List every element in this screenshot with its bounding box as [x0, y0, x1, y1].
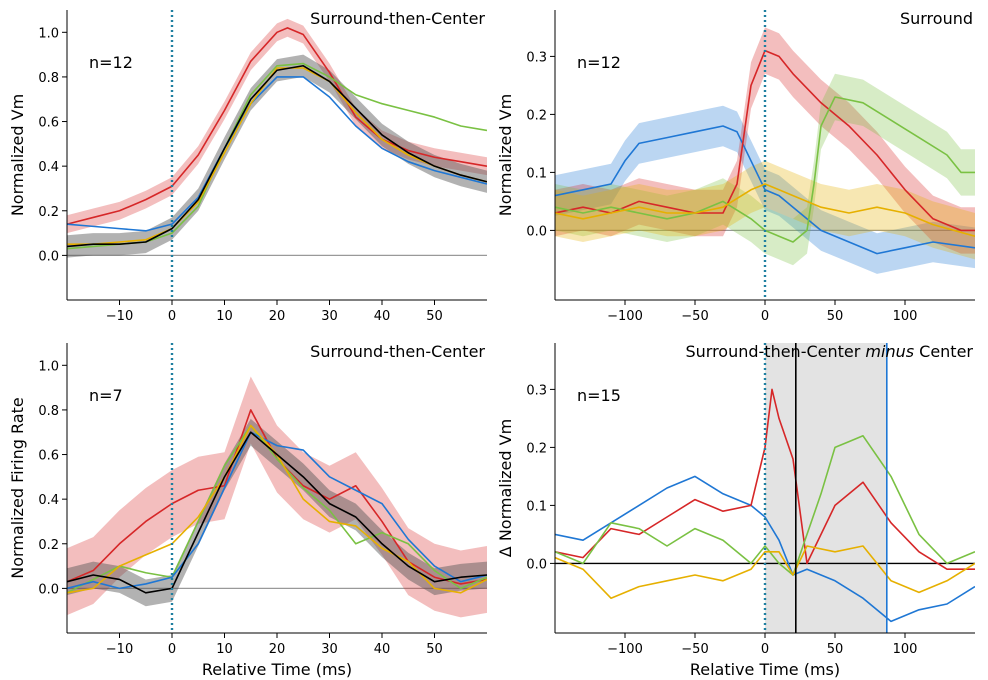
series-line-red: [67, 27, 487, 225]
x-tick-label: 100: [893, 642, 918, 657]
y-tick-label: 0.6: [38, 449, 59, 464]
panel-p2: −100 −50 0 50 100 0.0 0.1 0.2 0.3 Surround n=12 Nor…: [496, 9, 975, 324]
sample-size-label: n=15: [577, 386, 621, 405]
panel-title: Surround-then-Center: [310, 9, 485, 28]
x-tick-label: −50: [681, 642, 708, 657]
y-tick-label: 1.0: [38, 359, 59, 374]
y-tick-label: 0.4: [38, 160, 59, 175]
error-band-red: [67, 18, 487, 234]
y-tick-label: 0.1: [526, 166, 547, 181]
series-line-black: [67, 431, 487, 594]
error-band-black: [67, 418, 487, 607]
x-axis-label: Relative Time (ms): [690, 660, 840, 679]
x-axis-label: Relative Time (ms): [202, 660, 352, 679]
x-tick-label: 10: [216, 309, 233, 324]
x-tick-label: 0: [761, 309, 769, 324]
x-tick-label: 10: [216, 642, 233, 657]
series-line-yellow: [555, 545, 975, 600]
x-tick-label: −10: [106, 309, 133, 324]
plot-area: [67, 343, 487, 633]
y-tick-label: 0.0: [38, 582, 59, 597]
series-line-blue: [67, 76, 487, 232]
y-tick-label: 0.1: [526, 499, 547, 514]
error-band-black: [67, 54, 487, 258]
x-tick-label: 50: [426, 309, 443, 324]
x-tick-label: 30: [321, 642, 338, 657]
plot-area: [67, 10, 487, 300]
x-tick-label: −100: [607, 642, 643, 657]
y-axis-label: Δ Normalized Vm: [496, 419, 515, 557]
y-tick-label: 0.0: [526, 224, 547, 239]
x-tick-label: 20: [269, 309, 286, 324]
x-tick-label: −10: [106, 642, 133, 657]
x-tick-label: −100: [607, 309, 643, 324]
y-axis-label: Normalized Vm: [8, 94, 27, 216]
y-axis-label: Normalized Firing Rate: [8, 397, 27, 578]
x-tick-label: 30: [321, 309, 338, 324]
series-line-blue: [555, 125, 975, 255]
series-line-blue: [555, 475, 975, 623]
y-tick-label: 0.0: [38, 249, 59, 264]
y-tick-label: 0.2: [38, 205, 59, 220]
y-tick-label: 0.8: [38, 404, 59, 419]
series-line-yellow: [67, 67, 487, 246]
panel-title: Surround-then-Center: [310, 342, 485, 361]
series-line-black: [67, 64, 487, 248]
x-tick-label: 50: [827, 642, 844, 657]
series-line-green: [67, 424, 487, 594]
panel-title: Surround-then-Center minus Center: [685, 342, 973, 361]
sample-size-label: n=7: [89, 386, 123, 405]
x-tick-label: 40: [374, 309, 391, 324]
x-tick-label: −50: [681, 309, 708, 324]
sample-size-label: n=12: [89, 53, 133, 72]
y-tick-label: 0.3: [526, 383, 547, 398]
shaded-window: [765, 343, 887, 633]
x-tick-label: 100: [893, 309, 918, 324]
x-tick-label: 50: [827, 309, 844, 324]
panel-p3: −10 0 10 20 30 40 50 0.0 0.2 0.4 0.6 0.8 1.0 Surround…: [8, 342, 487, 679]
panel-p1: −10 0 10 20 30 40 50 0.0 0.2 0.4 0.6 0.8 1.0 Surround…: [8, 9, 487, 324]
x-tick-label: 0: [761, 642, 769, 657]
series-line-red: [555, 388, 975, 571]
y-tick-label: 0.2: [526, 108, 547, 123]
y-tick-label: 0.3: [526, 50, 547, 65]
y-axis-label: Normalized Vm: [496, 94, 515, 216]
plot-area: [555, 343, 975, 633]
series-line-green: [555, 96, 975, 243]
y-tick-label: 0.8: [38, 71, 59, 86]
x-tick-label: 50: [426, 642, 443, 657]
y-tick-label: 0.6: [38, 116, 59, 131]
x-tick-label: 20: [269, 642, 286, 657]
error-band-red: [67, 376, 487, 618]
panel-title: Surround: [900, 9, 973, 28]
y-tick-label: 1.0: [38, 26, 59, 41]
y-tick-label: 0.2: [38, 538, 59, 553]
plot-area: [555, 10, 975, 300]
y-tick-label: 0.0: [526, 557, 547, 572]
x-tick-label: 0: [168, 309, 176, 324]
sample-size-label: n=12: [577, 53, 621, 72]
series-line-yellow: [555, 183, 975, 237]
y-tick-label: 0.2: [526, 441, 547, 456]
x-tick-label: 40: [374, 642, 391, 657]
panel-p4: −100 −50 0 50 100 0.0 0.1 0.2 0.3 Surround-then-C…: [496, 342, 975, 679]
x-tick-label: 0: [168, 642, 176, 657]
y-tick-label: 0.4: [38, 493, 59, 508]
series-line-blue: [67, 431, 487, 590]
error-band-red: [555, 27, 975, 254]
